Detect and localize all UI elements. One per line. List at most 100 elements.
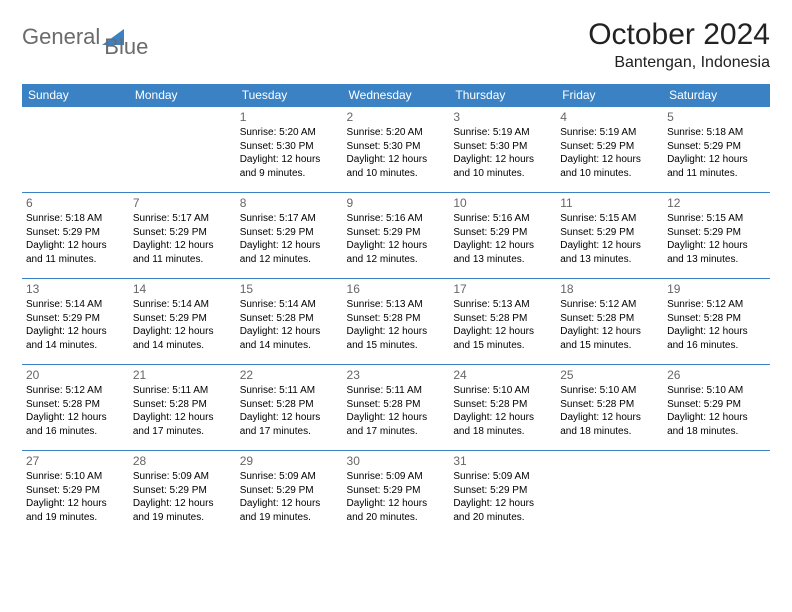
day-info: Sunrise: 5:12 AMSunset: 5:28 PMDaylight:… (667, 298, 766, 352)
calendar-day-cell: 26Sunrise: 5:10 AMSunset: 5:29 PMDayligh… (663, 365, 770, 451)
sunrise-text: Sunrise: 5:09 AM (240, 470, 339, 484)
day-number: 8 (240, 196, 339, 210)
calendar-day-cell: 5Sunrise: 5:18 AMSunset: 5:29 PMDaylight… (663, 107, 770, 193)
daylight-text: Daylight: 12 hours and 14 minutes. (133, 325, 232, 352)
sunset-text: Sunset: 5:29 PM (667, 140, 766, 154)
day-info: Sunrise: 5:09 AMSunset: 5:29 PMDaylight:… (453, 470, 552, 524)
sunset-text: Sunset: 5:29 PM (240, 484, 339, 498)
day-number: 23 (347, 368, 446, 382)
sunrise-text: Sunrise: 5:17 AM (133, 212, 232, 226)
weekday-header: Wednesday (343, 84, 450, 107)
day-number: 17 (453, 282, 552, 296)
sunset-text: Sunset: 5:29 PM (26, 312, 125, 326)
day-info: Sunrise: 5:16 AMSunset: 5:29 PMDaylight:… (453, 212, 552, 266)
daylight-text: Daylight: 12 hours and 19 minutes. (26, 497, 125, 524)
logo: General Blue (22, 24, 170, 50)
sunset-text: Sunset: 5:29 PM (453, 484, 552, 498)
daylight-text: Daylight: 12 hours and 19 minutes. (133, 497, 232, 524)
calendar-day-cell: 8 Sunrise: 5:17 AMSunset: 5:29 PMDaylight… (236, 193, 343, 279)
daylight-text: Daylight: 12 hours and 17 minutes. (133, 411, 232, 438)
sunrise-text: Sunrise: 5:09 AM (453, 470, 552, 484)
sunset-text: Sunset: 5:29 PM (667, 226, 766, 240)
daylight-text: Daylight: 12 hours and 15 minutes. (560, 325, 659, 352)
sunrise-text: Sunrise: 5:10 AM (26, 470, 125, 484)
sunset-text: Sunset: 5:28 PM (347, 312, 446, 326)
sunset-text: Sunset: 5:29 PM (347, 226, 446, 240)
day-number: 14 (133, 282, 232, 296)
day-number: 25 (560, 368, 659, 382)
calendar-day-cell (22, 107, 129, 193)
calendar-day-cell: 29Sunrise: 5:09 AMSunset: 5:29 PMDayligh… (236, 451, 343, 537)
calendar-day-cell: 12Sunrise: 5:15 AMSunset: 5:29 PMDayligh… (663, 193, 770, 279)
day-info: Sunrise: 5:09 AMSunset: 5:29 PMDaylight:… (347, 470, 446, 524)
sunset-text: Sunset: 5:29 PM (667, 398, 766, 412)
sunset-text: Sunset: 5:29 PM (453, 226, 552, 240)
day-info: Sunrise: 5:18 AMSunset: 5:29 PMDaylight:… (26, 212, 125, 266)
day-number: 2 (347, 110, 446, 124)
day-info: Sunrise: 5:11 AMSunset: 5:28 PMDaylight:… (240, 384, 339, 438)
calendar-day-cell: 15Sunrise: 5:14 AMSunset: 5:28 PMDayligh… (236, 279, 343, 365)
day-info: Sunrise: 5:17 AMSunset: 5:29 PMDaylight:… (240, 212, 339, 266)
calendar-day-cell: 2Sunrise: 5:20 AMSunset: 5:30 PMDaylight… (343, 107, 450, 193)
calendar-day-cell: 9Sunrise: 5:16 AMSunset: 5:29 PMDaylight… (343, 193, 450, 279)
day-number: 7 (133, 196, 232, 210)
day-info: Sunrise: 5:12 AMSunset: 5:28 PMDaylight:… (560, 298, 659, 352)
weekday-header: Saturday (663, 84, 770, 107)
day-number: 16 (347, 282, 446, 296)
sunset-text: Sunset: 5:28 PM (560, 312, 659, 326)
sunrise-text: Sunrise: 5:10 AM (667, 384, 766, 398)
daylight-text: Daylight: 12 hours and 10 minutes. (347, 153, 446, 180)
day-info: Sunrise: 5:14 AMSunset: 5:29 PMDaylight:… (26, 298, 125, 352)
day-number: 21 (133, 368, 232, 382)
sunrise-text: Sunrise: 5:15 AM (560, 212, 659, 226)
calendar-week-row: 1Sunrise: 5:20 AMSunset: 5:30 PMDaylight… (22, 107, 770, 193)
month-title: October 2024 (588, 18, 770, 52)
day-info: Sunrise: 5:09 AMSunset: 5:29 PMDaylight:… (133, 470, 232, 524)
sunset-text: Sunset: 5:29 PM (26, 484, 125, 498)
calendar-day-cell: 18Sunrise: 5:12 AMSunset: 5:28 PMDayligh… (556, 279, 663, 365)
daylight-text: Daylight: 12 hours and 11 minutes. (26, 239, 125, 266)
day-number: 1 (240, 110, 339, 124)
sunset-text: Sunset: 5:29 PM (560, 140, 659, 154)
weekday-header: Sunday (22, 84, 129, 107)
sunset-text: Sunset: 5:30 PM (453, 140, 552, 154)
calendar-day-cell: 6Sunrise: 5:18 AMSunset: 5:29 PMDaylight… (22, 193, 129, 279)
sunset-text: Sunset: 5:28 PM (347, 398, 446, 412)
calendar-day-cell: 17Sunrise: 5:13 AMSunset: 5:28 PMDayligh… (449, 279, 556, 365)
calendar-day-cell: 23Sunrise: 5:11 AMSunset: 5:28 PMDayligh… (343, 365, 450, 451)
day-number: 5 (667, 110, 766, 124)
daylight-text: Daylight: 12 hours and 13 minutes. (667, 239, 766, 266)
daylight-text: Daylight: 12 hours and 10 minutes. (453, 153, 552, 180)
sunrise-text: Sunrise: 5:11 AM (240, 384, 339, 398)
sunrise-text: Sunrise: 5:13 AM (453, 298, 552, 312)
header: General Blue October 2024 Bantengan, Ind… (22, 18, 770, 72)
daylight-text: Daylight: 12 hours and 14 minutes. (240, 325, 339, 352)
sunrise-text: Sunrise: 5:18 AM (26, 212, 125, 226)
sunset-text: Sunset: 5:28 PM (240, 398, 339, 412)
sunset-text: Sunset: 5:29 PM (347, 484, 446, 498)
daylight-text: Daylight: 12 hours and 16 minutes. (667, 325, 766, 352)
daylight-text: Daylight: 12 hours and 12 minutes. (240, 239, 339, 266)
day-number: 27 (26, 454, 125, 468)
sunset-text: Sunset: 5:30 PM (347, 140, 446, 154)
day-info: Sunrise: 5:19 AMSunset: 5:29 PMDaylight:… (560, 126, 659, 180)
day-number: 9 (347, 196, 446, 210)
sunrise-text: Sunrise: 5:12 AM (26, 384, 125, 398)
calendar-table: Sunday Monday Tuesday Wednesday Thursday… (22, 84, 770, 537)
day-info: Sunrise: 5:13 AMSunset: 5:28 PMDaylight:… (347, 298, 446, 352)
sunset-text: Sunset: 5:28 PM (560, 398, 659, 412)
sunset-text: Sunset: 5:29 PM (133, 312, 232, 326)
sunrise-text: Sunrise: 5:19 AM (453, 126, 552, 140)
calendar-week-row: 20Sunrise: 5:12 AMSunset: 5:28 PMDayligh… (22, 365, 770, 451)
sunrise-text: Sunrise: 5:09 AM (133, 470, 232, 484)
calendar-day-cell: 20Sunrise: 5:12 AMSunset: 5:28 PMDayligh… (22, 365, 129, 451)
calendar-day-cell: 22Sunrise: 5:11 AMSunset: 5:28 PMDayligh… (236, 365, 343, 451)
day-number: 11 (560, 196, 659, 210)
sunset-text: Sunset: 5:29 PM (26, 226, 125, 240)
calendar-day-cell: 25Sunrise: 5:10 AMSunset: 5:28 PMDayligh… (556, 365, 663, 451)
sunrise-text: Sunrise: 5:09 AM (347, 470, 446, 484)
daylight-text: Daylight: 12 hours and 11 minutes. (133, 239, 232, 266)
sunrise-text: Sunrise: 5:17 AM (240, 212, 339, 226)
daylight-text: Daylight: 12 hours and 15 minutes. (347, 325, 446, 352)
calendar-week-row: 27Sunrise: 5:10 AMSunset: 5:29 PMDayligh… (22, 451, 770, 537)
